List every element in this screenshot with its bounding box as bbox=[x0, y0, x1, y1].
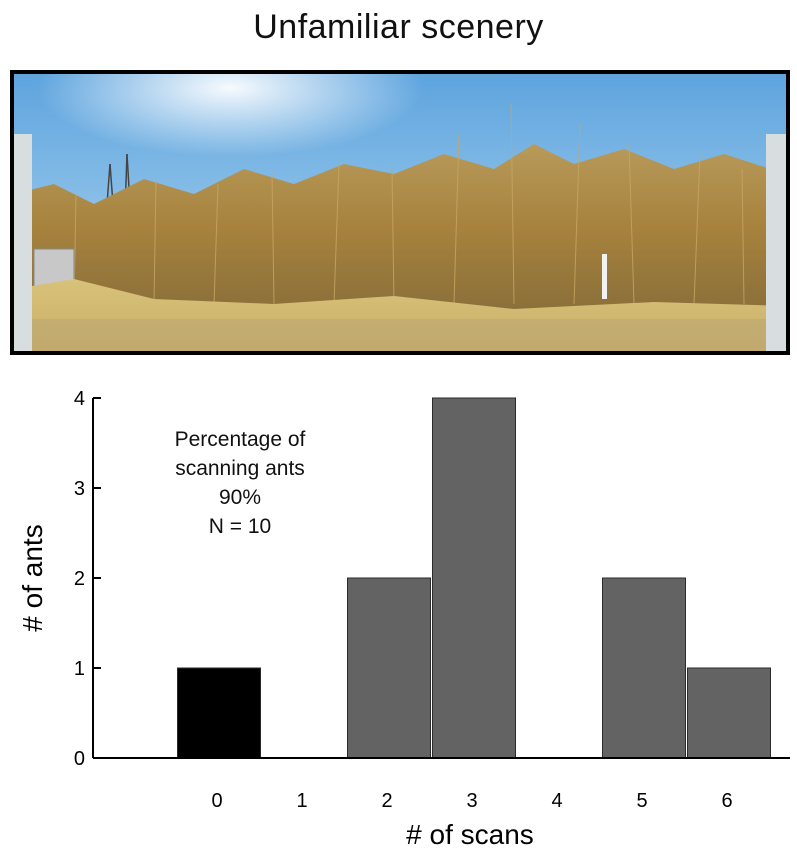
y-tick-label: 3 bbox=[74, 478, 85, 500]
y-tick-label: 2 bbox=[74, 568, 85, 590]
bar-0 bbox=[177, 667, 261, 759]
y-tick-label: 4 bbox=[74, 388, 85, 410]
annotation-line: scanning ants bbox=[175, 457, 305, 480]
x-tick-label: 0 bbox=[211, 790, 222, 812]
y-tick-label: 1 bbox=[74, 658, 85, 680]
y-tick-label: 0 bbox=[74, 748, 85, 770]
annotation-line: Percentage of bbox=[174, 428, 306, 451]
bar-6 bbox=[687, 667, 771, 759]
chart-title: Unfamiliar scenery bbox=[253, 8, 544, 46]
bar-5 bbox=[602, 577, 686, 759]
bar-3 bbox=[432, 397, 516, 759]
panorama-photo bbox=[10, 70, 790, 355]
x-tick-label: 5 bbox=[636, 790, 647, 812]
x-tick-label: 4 bbox=[551, 790, 562, 812]
x-tick-label: 3 bbox=[466, 790, 477, 812]
bar-chart: 0 1 2 3 4 0 1 2 3 4 5 6 # of scans # of ants bbox=[17, 388, 790, 849]
chart-annotation: Percentage of scanning ants 90% N = 10 bbox=[150, 425, 330, 541]
x-tick-label: 6 bbox=[721, 790, 732, 812]
annotation-line: N = 10 bbox=[208, 515, 272, 538]
x-tick-label: 1 bbox=[296, 790, 307, 812]
bar-2 bbox=[347, 577, 431, 759]
y-axis-label: # of ants bbox=[17, 524, 48, 631]
x-tick-label: 2 bbox=[381, 790, 392, 812]
annotation-line: 90% bbox=[218, 486, 262, 509]
x-axis-label: # of scans bbox=[406, 819, 534, 849]
